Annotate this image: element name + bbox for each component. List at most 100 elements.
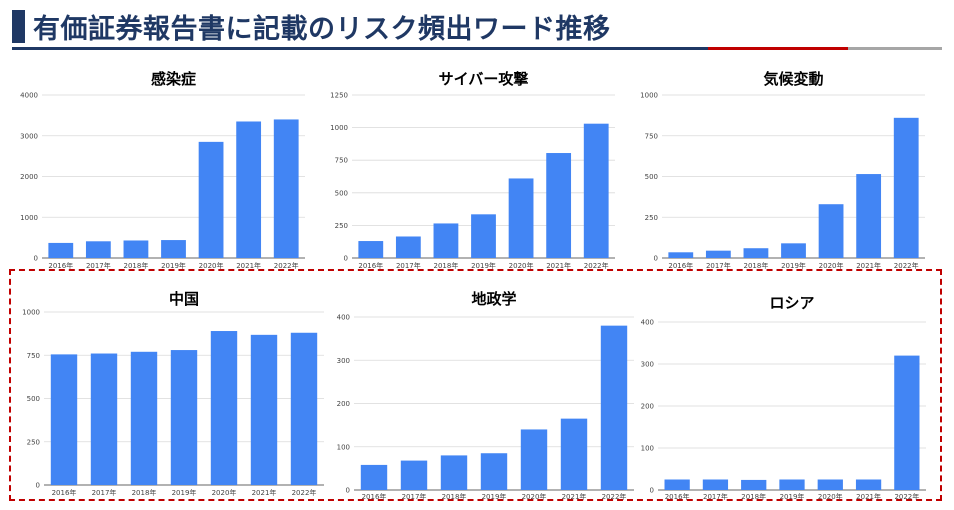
bar-2020年 [817,479,843,490]
title-accent-bar [12,10,25,43]
bar-2017年 [85,241,111,258]
y-tick-label: 750 [335,157,348,165]
bar-2019年 [480,453,508,490]
chart-title: 感染症 [151,70,196,88]
y-tick-label: 500 [335,189,348,197]
chart-title: 地政学 [471,290,516,308]
y-tick-label: 250 [645,214,658,222]
y-tick-label: 0 [654,255,658,263]
bar-2021年 [546,153,572,258]
x-tick-label: 2018年 [741,492,766,501]
title-underline-navy [12,47,708,50]
bar-2022年 [290,332,318,485]
bar-2016年 [48,242,74,258]
x-tick-label: 2016年 [362,492,387,501]
bar-2021年 [250,334,278,485]
x-tick-label: 2020年 [819,261,844,270]
bar-2022年 [273,119,299,258]
bar-2016年 [50,354,78,485]
y-tick-label: 3000 [20,132,38,140]
chart-china: 中国 0 250 500 750 1000 2016年 2017年 2018年 2019年 2020… [22,290,324,497]
y-tick-label: 400 [337,314,350,322]
chart-title: 中国 [169,290,199,308]
bar-2018年 [433,223,459,258]
y-tick-label: 4000 [20,92,38,100]
y-tick-label: 0 [36,482,40,490]
bar-2019年 [161,240,186,258]
y-tick-label: 500 [645,173,658,181]
y-tick-label: 500 [27,395,40,403]
x-tick-label: 2017年 [706,261,731,270]
bar-2019年 [170,350,198,485]
bar-2022年 [600,325,628,490]
x-tick-label: 2021年 [856,261,881,270]
bar-2016年 [360,464,388,490]
x-tick-label: 2019年 [482,492,507,501]
bar-2020年 [198,141,224,258]
y-tick-label: 300 [641,361,654,369]
bar-2022年 [893,117,919,258]
y-tick-label: 0 [650,487,654,495]
bar-2022年 [583,123,609,258]
y-tick-label: 0 [346,487,350,495]
bar-2019年 [779,479,805,490]
x-tick-label: 2022年 [894,261,919,270]
x-tick-label: 2022年 [602,492,627,501]
x-tick-label: 2018年 [744,261,769,270]
x-tick-label: 2018年 [132,488,157,497]
x-tick-label: 2019年 [161,261,186,270]
bar-2020年 [818,204,844,258]
y-tick-label: 300 [337,357,350,365]
y-tick-label: 1000 [20,214,38,222]
bar-2020年 [520,429,548,490]
bar-2018年 [130,351,158,485]
chart-climate-change: 気候変動 0 250 500 750 1000 2016年 2017年 2018年 2019年 20… [640,70,925,270]
bar-2016年 [668,252,694,258]
x-tick-label: 2019年 [781,261,806,270]
y-tick-label: 1000 [640,92,658,100]
x-tick-label: 2019年 [780,492,805,501]
bar-2019年 [781,243,806,258]
x-tick-label: 2018年 [434,261,459,270]
y-tick-label: 100 [337,443,350,451]
bar-2017年 [702,479,729,490]
y-tick-label: 0 [34,255,38,263]
bar-2021年 [855,479,882,490]
y-tick-label: 250 [27,438,40,446]
x-tick-label: 2020年 [818,492,843,501]
x-tick-label: 2019年 [471,261,496,270]
highlight-frame-bottom-row [9,269,942,501]
x-tick-label: 2019年 [172,488,197,497]
y-tick-label: 400 [641,319,654,327]
y-tick-label: 100 [641,445,654,453]
chart-geopolitics: 地政学 0 100 200 300 400 2016年 2017年 2018年 2019年 2020… [337,290,634,501]
x-tick-label: 2016年 [52,488,77,497]
bar-2020年 [210,331,238,485]
x-tick-label: 2016年 [668,261,693,270]
chart-kansensho: 感染症 0 1000 2000 3000 4000 2016年 2017年 2018年 2019年… [20,70,305,270]
x-tick-label: 2017年 [396,261,421,270]
bar-2017年 [90,353,118,485]
x-tick-label: 2021年 [562,492,587,501]
y-tick-label: 0 [344,255,348,263]
page-title: 有価証券報告書に記載のリスク頻出ワード推移 [33,14,611,45]
chart-title: ロシア [769,294,814,312]
x-tick-label: 2018年 [124,261,149,270]
title-underline-gray [848,47,942,50]
x-tick-label: 2021年 [252,488,277,497]
x-tick-label: 2022年 [584,261,609,270]
x-tick-label: 2020年 [199,261,224,270]
x-tick-label: 2021年 [856,492,881,501]
y-tick-label: 250 [335,222,348,230]
x-tick-label: 2016年 [665,492,690,501]
x-tick-label: 2021年 [546,261,571,270]
chart-title: 気候変動 [763,70,823,88]
y-tick-label: 750 [645,132,658,140]
y-tick-label: 200 [337,400,350,408]
y-tick-label: 750 [27,352,40,360]
x-tick-label: 2021年 [236,261,261,270]
x-tick-label: 2016年 [48,261,73,270]
y-tick-label: 200 [641,403,654,411]
x-tick-label: 2018年 [442,492,467,501]
bar-2021年 [856,174,882,258]
